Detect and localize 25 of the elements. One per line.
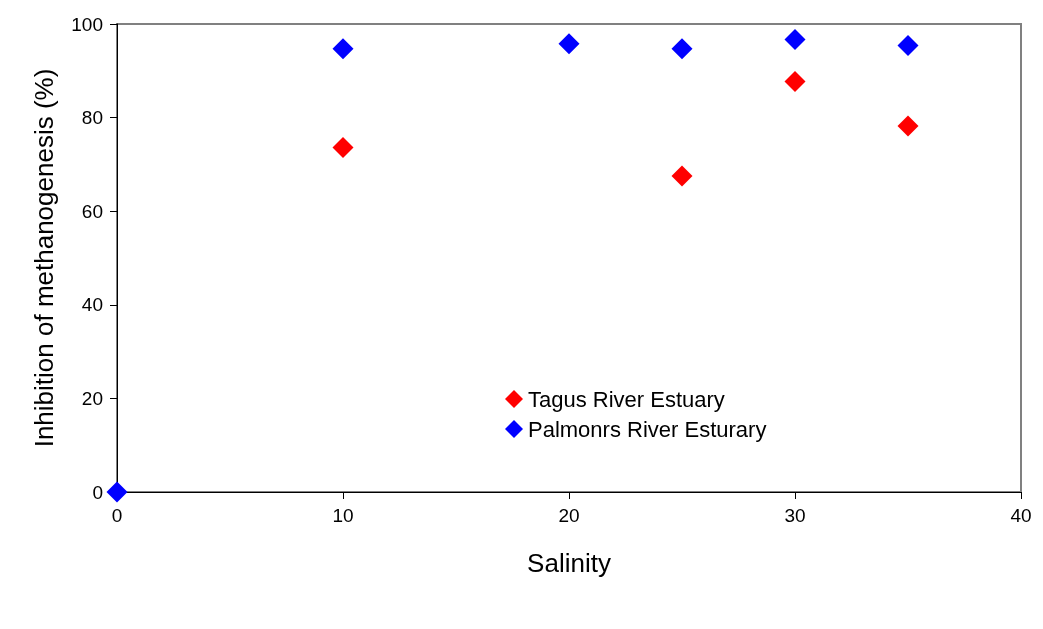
x-tick-label: 30 — [784, 505, 806, 526]
y-tick-label: 80 — [81, 107, 103, 129]
y-tick-label: 0 — [92, 481, 103, 503]
x-tick-label: 40 — [1010, 505, 1032, 526]
x-tick-label: 10 — [332, 505, 354, 526]
legend-label: Tagus River Estuary — [528, 386, 725, 412]
point — [897, 115, 919, 137]
legend-label: Palmonrs River Esturary — [528, 416, 767, 442]
y-tick-label: 40 — [81, 294, 103, 316]
y-tick-label: 100 — [71, 13, 103, 35]
point — [784, 71, 806, 93]
point — [671, 38, 693, 60]
point — [332, 137, 354, 159]
point — [332, 38, 354, 60]
point — [784, 28, 806, 50]
x-tick-label: 0 — [111, 505, 123, 526]
y-axis-title: Inhibition of methanogenesis (%) — [29, 68, 59, 448]
point — [897, 35, 919, 57]
point — [106, 481, 128, 503]
y-tick-label: 60 — [81, 200, 103, 222]
x-tick-label: 20 — [558, 505, 580, 526]
point — [558, 33, 580, 55]
x-axis-title: Salinity — [527, 548, 611, 578]
y-tick-label: 20 — [81, 387, 103, 409]
point — [671, 165, 693, 187]
